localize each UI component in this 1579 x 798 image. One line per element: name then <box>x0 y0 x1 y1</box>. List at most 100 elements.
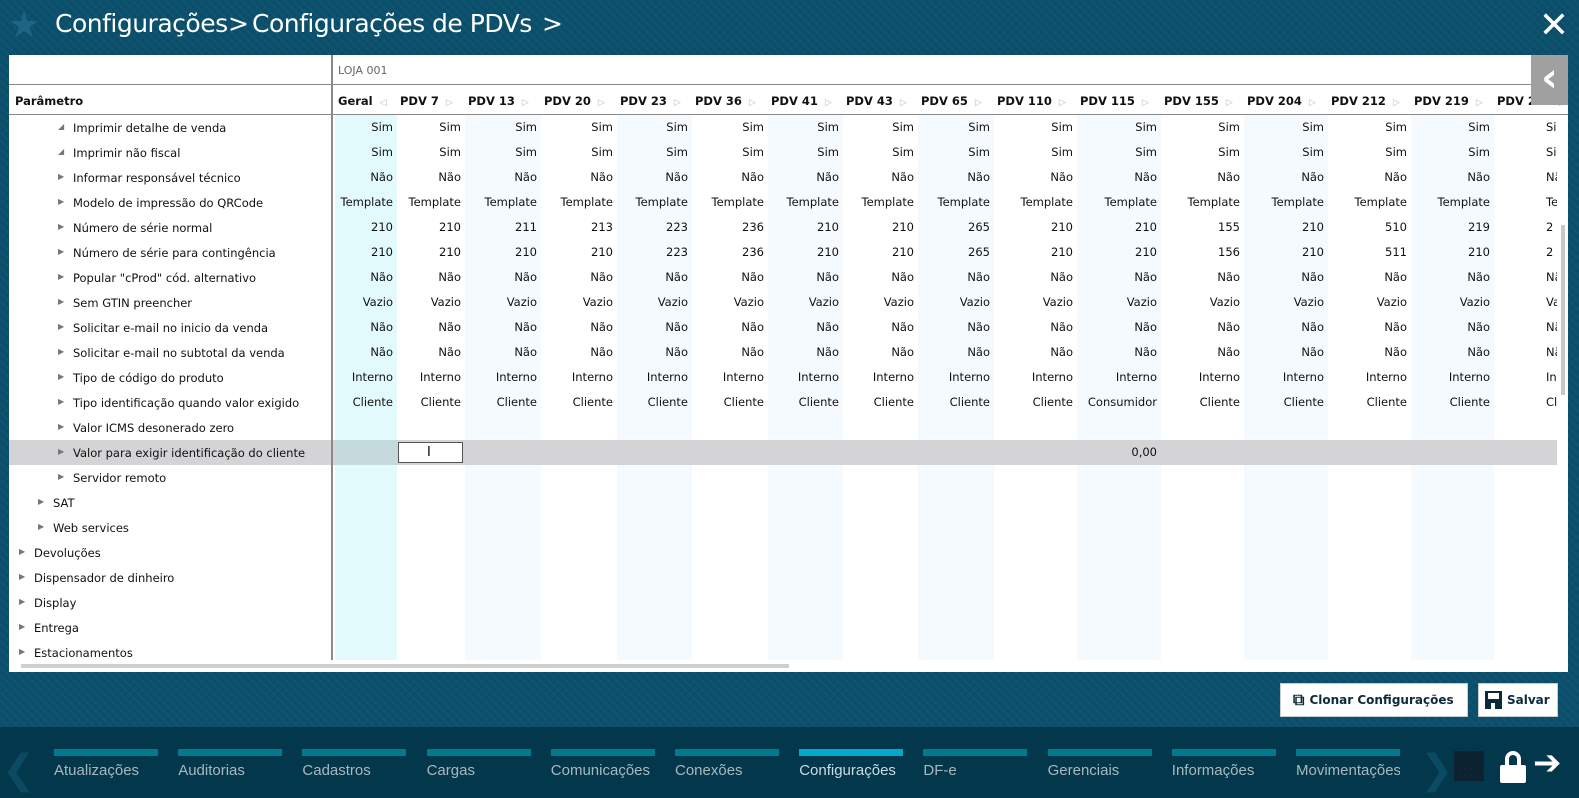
column-next-icon[interactable]: ▷ <box>1225 98 1233 108</box>
table-row[interactable]: ▶ Solicitar e-mail no subtotal da venda Nã… <box>9 340 1557 365</box>
value-cell[interactable]: Não <box>514 170 537 184</box>
column-header[interactable]: PDV 41 ▷ <box>771 94 832 108</box>
value-cell[interactable]: Cliente <box>1032 395 1073 409</box>
value-cell[interactable]: 210 <box>1135 245 1157 259</box>
value-cell[interactable]: 210 <box>892 245 914 259</box>
value-cell[interactable]: Não <box>1546 345 1557 359</box>
value-cell[interactable]: 210 <box>892 220 914 234</box>
value-cell[interactable]: Não <box>1467 270 1490 284</box>
value-cell[interactable]: Não <box>438 320 461 334</box>
value-cell[interactable]: Não <box>1217 345 1240 359</box>
value-input[interactable]: I <box>398 442 463 463</box>
value-cell[interactable]: 236 <box>742 245 764 259</box>
value-cell[interactable]: 210 <box>439 245 461 259</box>
value-cell[interactable]: Não <box>514 270 537 284</box>
table-row[interactable]: ◢ Imprimir detalhe de venda Sim Sim Sim Sim Si… <box>9 115 1557 140</box>
value-cell[interactable]: Template <box>1354 195 1407 209</box>
column-header[interactable]: PDV 155 ▷ <box>1164 94 1233 108</box>
value-cell[interactable]: Interno <box>571 370 613 384</box>
value-cell[interactable]: Cliente <box>1199 395 1240 409</box>
value-cell[interactable]: Não <box>1134 320 1157 334</box>
value-cell[interactable]: Vazio <box>883 295 914 309</box>
value-cell[interactable]: Cliente <box>496 395 537 409</box>
value-cell[interactable]: 2 <box>1546 245 1554 259</box>
value-cell[interactable]: Sim <box>968 120 990 134</box>
table-row[interactable]: ▶ SAT <box>9 490 1557 515</box>
horizontal-scrollbar[interactable] <box>9 660 1557 672</box>
table-row[interactable]: ▶ Devoluções <box>9 540 1557 565</box>
value-cell[interactable]: 265 <box>968 220 990 234</box>
value-cell[interactable]: Interno <box>797 370 839 384</box>
value-cell[interactable]: Não <box>1467 345 1490 359</box>
value-cell[interactable]: Não <box>1134 270 1157 284</box>
nav-item[interactable]: Gerenciais <box>1047 749 1152 779</box>
value-cell[interactable]: Não <box>370 170 393 184</box>
value-cell[interactable]: Sim <box>591 145 613 159</box>
value-cell[interactable]: 210 <box>817 245 839 259</box>
value-cell[interactable]: Não <box>438 345 461 359</box>
value-cell[interactable]: Interno <box>1448 370 1490 384</box>
expand-arrow-icon[interactable]: ▶ <box>58 472 65 481</box>
value-cell[interactable]: Não <box>891 345 914 359</box>
expand-arrow-icon[interactable]: ▶ <box>58 447 65 456</box>
value-cell[interactable]: Não <box>514 345 537 359</box>
value-cell[interactable]: 510 <box>1385 220 1407 234</box>
value-cell[interactable]: Interno <box>1365 370 1407 384</box>
value-cell[interactable]: Template <box>937 195 990 209</box>
value-cell[interactable]: Não <box>370 320 393 334</box>
column-next-icon[interactable]: ▷ <box>1058 98 1066 108</box>
expand-arrow-icon[interactable]: ▶ <box>19 622 26 631</box>
value-cell[interactable]: Template <box>340 195 393 209</box>
value-cell[interactable]: 0,00 <box>1131 445 1157 459</box>
value-cell[interactable]: 2 <box>1546 220 1554 234</box>
value-cell[interactable]: Não <box>1217 170 1240 184</box>
value-cell[interactable]: Consumidor <box>1087 395 1157 409</box>
value-cell[interactable]: Não <box>514 320 537 334</box>
value-cell[interactable]: 210 <box>371 245 393 259</box>
value-cell[interactable]: Não <box>1301 270 1324 284</box>
value-cell[interactable]: Sim <box>1218 120 1240 134</box>
table-row[interactable]: ▶ Número de série normal 210 210 211 213 223 23… <box>9 215 1557 240</box>
value-cell[interactable]: Não <box>1384 170 1407 184</box>
nav-item[interactable]: Cargas <box>426 749 531 779</box>
value-cell[interactable]: Não <box>1134 170 1157 184</box>
expand-arrow-icon[interactable]: ▶ <box>58 272 65 281</box>
table-row[interactable]: ▶ Servidor remoto <box>9 465 1557 490</box>
value-cell[interactable]: Vazio <box>1209 295 1240 309</box>
value-cell[interactable]: Sim <box>1218 145 1240 159</box>
value-cell[interactable]: Não <box>967 270 990 284</box>
value-cell[interactable]: Não <box>665 170 688 184</box>
value-cell[interactable]: Vazio <box>430 295 461 309</box>
table-row[interactable]: ▶ Display <box>9 590 1557 615</box>
splitter[interactable] <box>331 55 333 660</box>
value-cell[interactable]: Vazio <box>733 295 764 309</box>
nav-item[interactable]: Configurações <box>799 749 904 779</box>
value-cell[interactable]: Não <box>1050 345 1073 359</box>
nav-item[interactable]: Cadastros <box>302 749 407 779</box>
value-cell[interactable]: Não <box>1384 345 1407 359</box>
breadcrumb-configuracoes-pdvs[interactable]: Configurações de PDVs <box>252 9 532 38</box>
value-cell[interactable]: Interno <box>1031 370 1073 384</box>
value-cell[interactable]: Vazio <box>959 295 990 309</box>
column-header[interactable]: PDV 20 ▷ <box>544 94 605 108</box>
expand-arrow-icon[interactable]: ▶ <box>58 297 65 306</box>
value-cell[interactable]: 156 <box>1218 245 1240 259</box>
value-cell[interactable]: Não <box>1301 170 1324 184</box>
expand-arrow-icon[interactable]: ▶ <box>58 247 65 256</box>
value-cell[interactable]: Não <box>816 320 839 334</box>
value-cell[interactable]: Sim <box>1468 120 1490 134</box>
value-cell[interactable]: 210 <box>1468 245 1490 259</box>
value-cell[interactable]: Não <box>590 345 613 359</box>
value-cell[interactable]: Sim <box>1051 145 1073 159</box>
value-cell[interactable]: Interno <box>646 370 688 384</box>
value-cell[interactable]: Cliente <box>1366 395 1407 409</box>
column-next-icon[interactable]: ▷ <box>748 98 756 108</box>
value-cell[interactable]: Interno <box>1546 370 1557 384</box>
value-cell[interactable]: Não <box>741 270 764 284</box>
value-cell[interactable]: Cliente <box>798 395 839 409</box>
table-row[interactable]: ▶ Entrega <box>9 615 1557 640</box>
value-cell[interactable]: Template <box>1437 195 1490 209</box>
table-row[interactable]: ▶ Tipo de código do produto Interno Interno… <box>9 365 1557 390</box>
value-cell[interactable]: Interno <box>1115 370 1157 384</box>
value-cell[interactable]: Não <box>967 345 990 359</box>
